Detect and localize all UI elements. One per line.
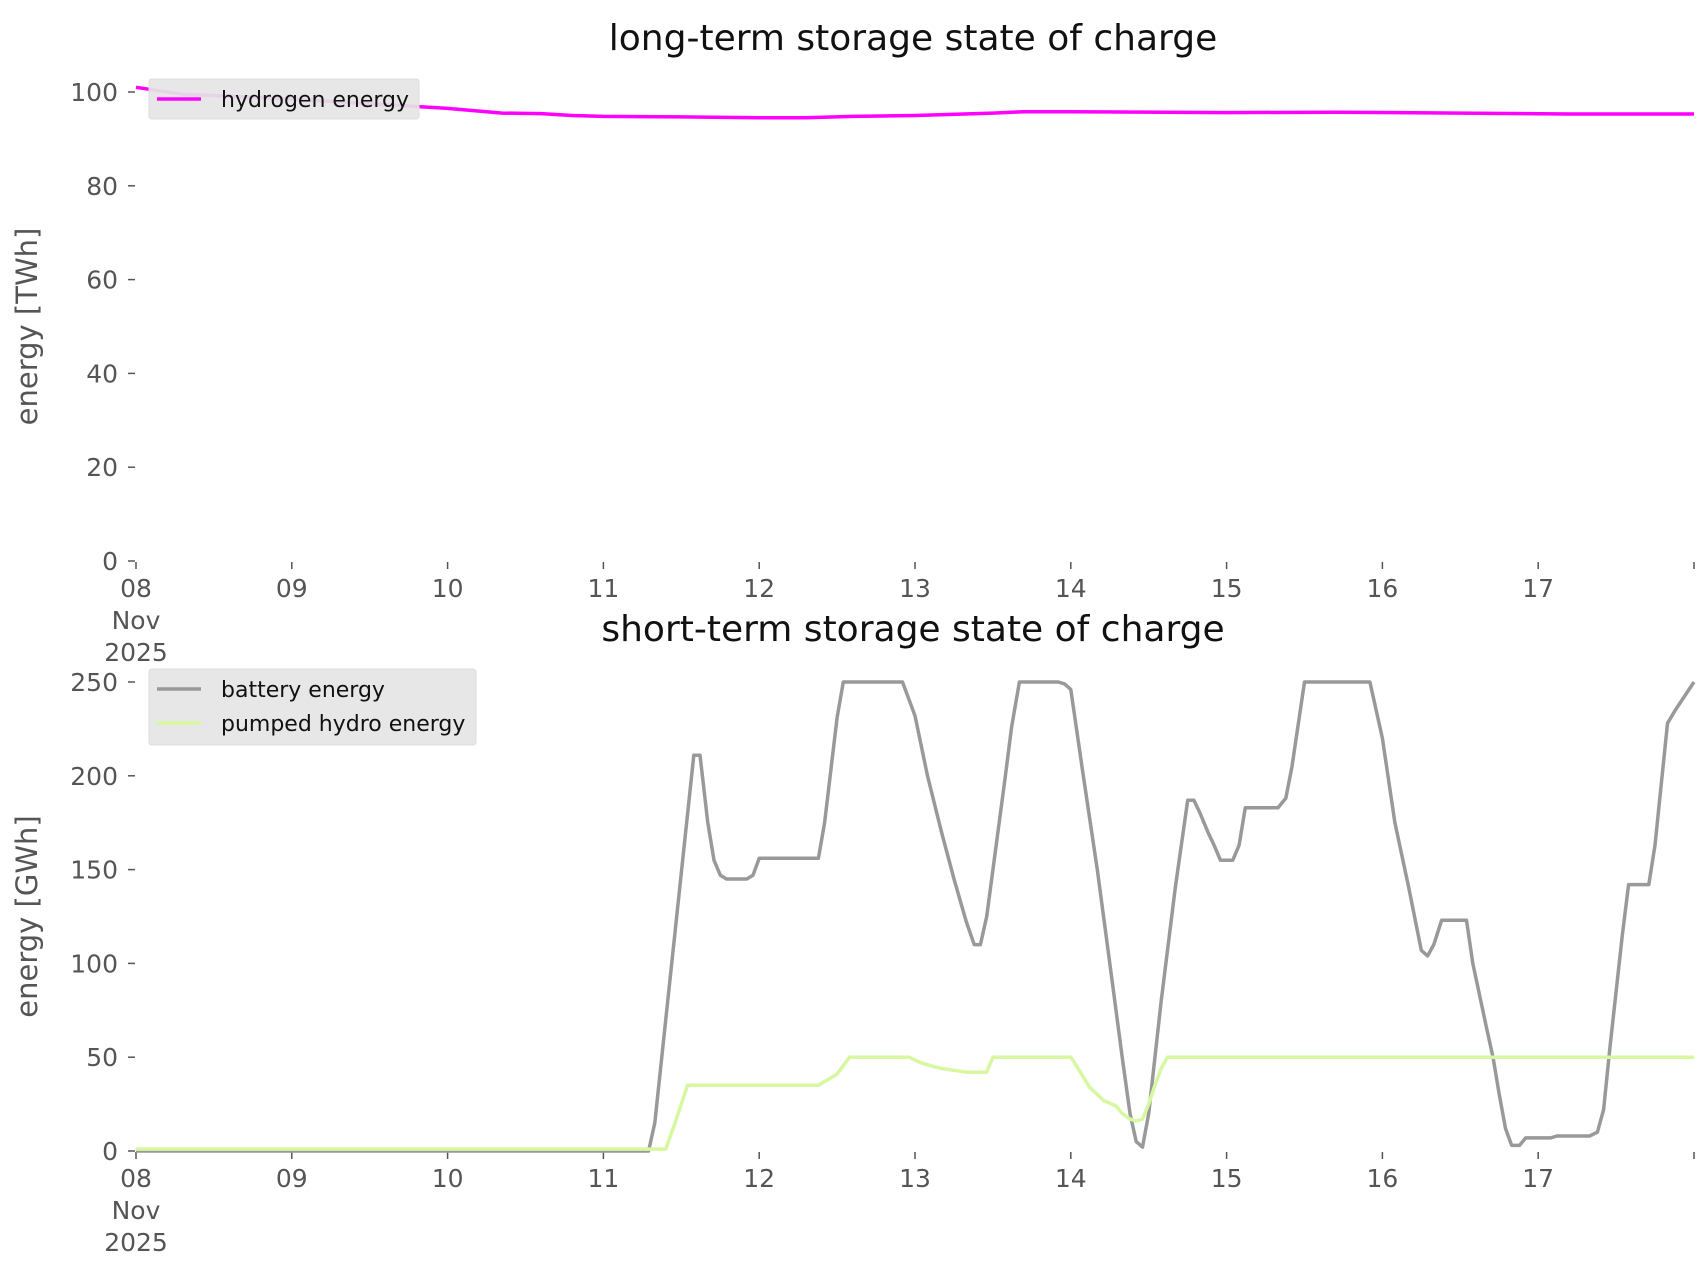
series-line-hydrogen-energy [135, 85, 1694, 120]
x-tick-label: 16 [1366, 574, 1398, 603]
y-tick-label: 60 [86, 266, 118, 295]
x-tick-label: 12 [743, 574, 775, 603]
chart-panel-1: long-term storage state of charge energy … [10, 18, 1695, 667]
y-tick-label: 20 [86, 453, 118, 482]
legend-box [148, 78, 420, 120]
series-line-battery-energy [136, 680, 1696, 1153]
x-tick-label: 11 [587, 574, 619, 603]
legend-box [148, 668, 477, 746]
x-tick-label: 09 [276, 574, 308, 603]
legend-label-battery-energy: battery energy [221, 678, 385, 703]
x-tick-label: 14 [1055, 574, 1087, 603]
x-tick-label: 17 [1522, 574, 1554, 603]
y-tick-label: 100 [70, 78, 118, 107]
y-tick-label: 200 [70, 762, 118, 791]
legend: hydrogen energy [148, 78, 420, 120]
legend-label-pumped-hydro-energy: pumped hydro energy [221, 712, 465, 737]
y-axis-label: energy [TWh] [10, 228, 44, 426]
y-tick-label: 0 [102, 1137, 118, 1166]
x-tick-label: 14 [1055, 1164, 1087, 1193]
y-tick-label: 40 [86, 359, 118, 388]
x-tick-label: 10 [432, 574, 464, 603]
y-tick-label: 50 [86, 1043, 118, 1072]
x-tick-label: 17 [1522, 1164, 1554, 1193]
x-tick-label: 13 [899, 1164, 931, 1193]
x-tick-label: 11 [587, 1164, 619, 1193]
chart-title: long-term storage state of charge [609, 18, 1217, 59]
legend: battery energy pumped hydro energy [148, 668, 477, 746]
x-tick-label: 08 Nov 2025 [104, 574, 168, 667]
y-axis-label: energy [GWh] [10, 815, 44, 1017]
x-tick-label: 13 [899, 574, 931, 603]
chart-title: short-term storage state of charge [601, 609, 1224, 650]
chart-panel-2: short-term storage state of charge energy… [10, 609, 1696, 1257]
x-tick-label: 16 [1366, 1164, 1398, 1193]
y-tick-label: 150 [70, 856, 118, 885]
x-tick-label: 12 [743, 1164, 775, 1193]
x-tick-label: 09 [276, 1164, 308, 1193]
x-tick-label: 15 [1211, 574, 1243, 603]
legend-label-hydrogen-energy: hydrogen energy [221, 88, 409, 113]
x-tick-label: 10 [432, 1164, 464, 1193]
x-tick-label: 08 Nov 2025 [104, 1164, 168, 1257]
series-line-pumped-hydro-energy [136, 1055, 1694, 1151]
y-tick-label: 0 [102, 547, 118, 576]
y-tick-label: 80 [86, 172, 118, 201]
x-tick-label: 15 [1211, 1164, 1243, 1193]
y-tick-label: 250 [70, 668, 118, 697]
y-tick-label: 100 [70, 949, 118, 978]
